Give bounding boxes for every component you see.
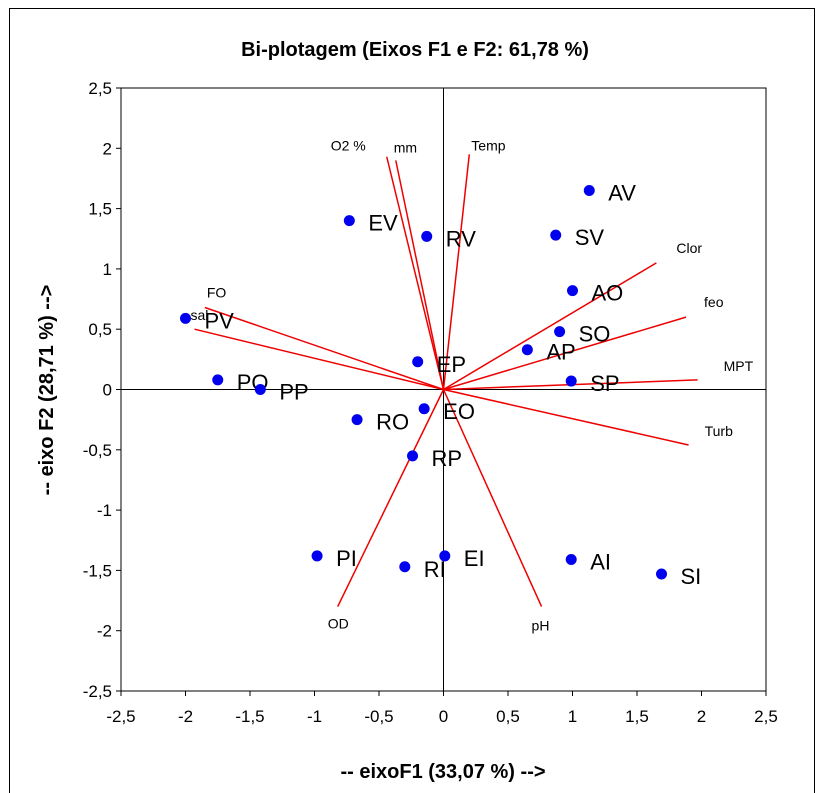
observation-label: EI xyxy=(464,546,485,571)
variable-label: mm xyxy=(394,139,417,155)
x-tick-label: -2,5 xyxy=(106,707,135,726)
variable-label: feo xyxy=(704,294,724,310)
observation-label: RP xyxy=(432,446,463,471)
variable-label: sal xyxy=(191,307,209,323)
variable-label: Temp xyxy=(471,137,505,153)
x-tick-label: 0 xyxy=(439,707,448,726)
observation-label: EP xyxy=(437,352,466,377)
variable-label: O2 % xyxy=(331,138,366,154)
observation-point xyxy=(412,356,424,368)
y-tick-label: -1,5 xyxy=(83,561,112,580)
variable-label: Clor xyxy=(676,240,702,256)
observation-point xyxy=(656,568,668,580)
x-tick-label: -1,5 xyxy=(235,707,264,726)
observation-label: SP xyxy=(590,371,619,396)
y-tick-label: -2,5 xyxy=(83,682,112,701)
tick-labels: -2,5 -2 -1,5 -1 -0,5 0 0,5 1 1,5 2 2,5 -2,5 -2 -1,5 -1… xyxy=(83,79,778,726)
observation-label: PV xyxy=(205,308,235,333)
x-tick-label: -2 xyxy=(178,707,193,726)
observation-point xyxy=(311,550,323,562)
observation-point xyxy=(351,414,363,426)
variable-vector xyxy=(194,328,444,391)
observation-label: RV xyxy=(446,226,476,251)
observation-label: SV xyxy=(575,225,605,250)
y-tick-label: -1 xyxy=(97,501,112,520)
observation-label: AP xyxy=(546,340,575,365)
variable-vector xyxy=(442,154,471,390)
observation-point xyxy=(343,215,355,227)
variable-vector xyxy=(395,160,445,390)
observation-label: AV xyxy=(608,181,636,206)
x-tick-label: -0,5 xyxy=(364,707,393,726)
observation-point xyxy=(565,375,577,387)
x-tick-label: 1 xyxy=(568,707,577,726)
x-axis-title: -- eixoF1 (33,07 %) --> xyxy=(340,761,545,783)
y-tick-label: -2 xyxy=(97,622,112,641)
x-tick-label: 2,5 xyxy=(754,707,778,726)
variable-vector xyxy=(443,262,657,391)
chart-frame xyxy=(9,8,815,793)
x-tick-label: 1,5 xyxy=(625,707,649,726)
y-tick-label: 1,5 xyxy=(88,200,112,219)
variable-vector xyxy=(337,389,445,607)
observation-label: EO xyxy=(443,399,475,424)
observation-point xyxy=(521,344,533,356)
observation-label: AO xyxy=(592,281,624,306)
y-tick-label: -0,5 xyxy=(83,441,112,460)
y-tick-label: 0,5 xyxy=(88,320,112,339)
observation-point xyxy=(439,550,451,562)
observation-label: SI xyxy=(681,564,702,589)
variable-label: pH xyxy=(532,618,550,634)
variable-vectors: O2 % mm Temp Clor feo MPT Turb FO sal OD pH xyxy=(191,137,754,633)
observation-point xyxy=(399,561,411,573)
variable-vector xyxy=(204,306,444,391)
observation-point xyxy=(565,554,577,566)
variable-vector xyxy=(443,316,687,391)
observation-point xyxy=(421,230,433,242)
variable-label: Turb xyxy=(705,423,733,439)
x-tick-label: 2 xyxy=(697,707,706,726)
y-axis-title: -- eixo F2 (28,71 %) --> xyxy=(36,285,58,496)
observation-label: PP xyxy=(279,380,308,405)
observation-label: EV xyxy=(368,211,398,236)
variable-vector xyxy=(443,388,689,446)
variable-vector xyxy=(386,156,445,390)
observation-point xyxy=(567,285,578,297)
variable-vector xyxy=(442,389,543,607)
observation-point xyxy=(554,326,566,338)
y-tick-label: 2 xyxy=(103,139,112,158)
observation-point xyxy=(550,229,562,241)
observation-label: SO xyxy=(579,322,611,347)
chart-title: Bi-plotagem (Eixos F1 e F2: 61,78 %) xyxy=(241,39,589,61)
observation-point xyxy=(180,312,191,324)
observation-label: RI xyxy=(424,557,446,582)
observation-point xyxy=(212,374,224,386)
observation-label: AI xyxy=(590,550,611,575)
x-tick-label: 0,5 xyxy=(496,707,520,726)
y-tick-label: 0 xyxy=(103,381,112,400)
observation-label: RO xyxy=(376,410,409,435)
variable-label: MPT xyxy=(724,358,754,374)
observation-point xyxy=(418,403,430,415)
observation-point xyxy=(583,185,595,197)
variable-label: FO xyxy=(207,284,227,300)
y-tick-label: 2,5 xyxy=(88,79,112,98)
y-tick-label: 1 xyxy=(103,260,112,279)
observation-point xyxy=(254,384,266,395)
observation-point xyxy=(407,450,419,462)
x-tick-label: -1 xyxy=(307,707,322,726)
observation-label: PI xyxy=(336,546,357,571)
variable-label: OD xyxy=(328,616,349,632)
